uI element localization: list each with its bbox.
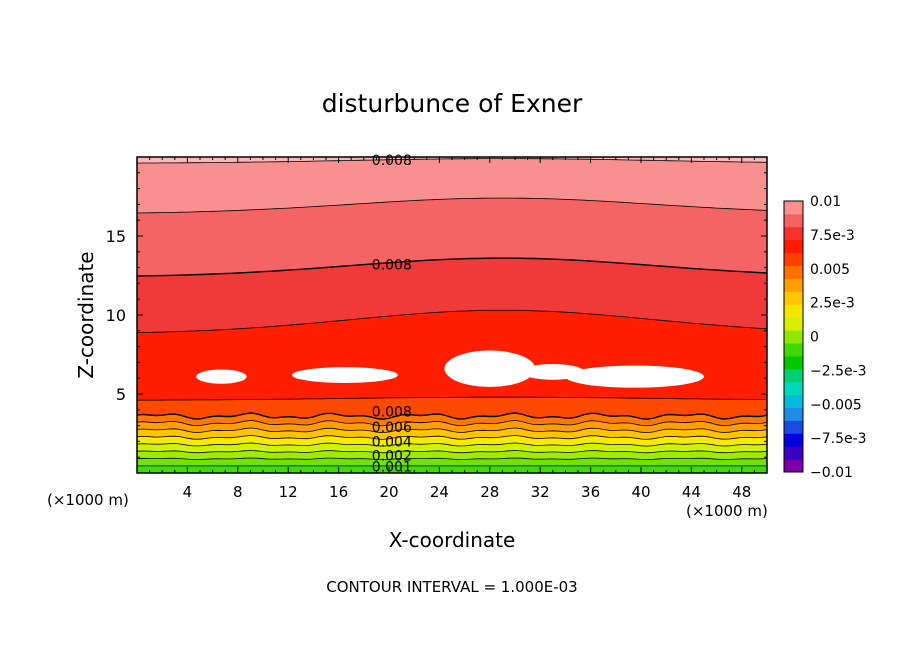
colorbar-swatch [784, 304, 803, 318]
contour-band [137, 157, 767, 164]
contour-line [137, 420, 767, 427]
colorbar-swatch [784, 342, 803, 357]
colorbar-swatch [784, 213, 803, 228]
colorbar-label: −0.005 [810, 397, 862, 413]
colorbar-label: 0 [810, 330, 819, 346]
colorbar-swatch [784, 407, 803, 421]
contour-line [137, 412, 767, 420]
axis-ticks [137, 157, 767, 473]
contour-label: 0.002 [372, 449, 412, 465]
colorbar-swatch [784, 381, 803, 396]
y-tick-label: 10 [106, 306, 126, 325]
x-tick-label: 16 [329, 483, 348, 501]
x-tick-label: 4 [183, 483, 193, 501]
colorbar-swatch [784, 420, 803, 434]
contour-band [137, 450, 767, 460]
y-tick-label: 15 [106, 227, 126, 246]
x-tick-label: 44 [682, 483, 701, 501]
x-tick-label: 12 [279, 483, 298, 501]
colorbar-swatch [784, 368, 803, 383]
colorbar-swatch [784, 201, 803, 215]
x-tick-label: 48 [732, 483, 751, 501]
max-region [565, 365, 704, 388]
x-unit-right: (×1000 m) [686, 502, 768, 520]
colorbar-swatch [784, 317, 803, 331]
contour-band [137, 198, 767, 276]
colorbar [783, 200, 804, 473]
colorbar-swatch [784, 265, 803, 279]
contour-label: 0.008 [372, 257, 412, 273]
max-region [291, 367, 398, 383]
max-region [444, 350, 536, 387]
contour-line [137, 396, 767, 401]
colorbar-swatch [784, 252, 803, 267]
x-tick-label: 40 [631, 483, 650, 501]
colorbar-swatch [784, 226, 803, 241]
contour-label: 0.008 [372, 404, 412, 420]
colorbar-frame [783, 200, 804, 473]
contour-line [137, 257, 767, 277]
contour-line [137, 457, 767, 460]
colorbar-swatch [784, 278, 803, 292]
max-value-regions [196, 350, 704, 388]
x-tick-label: 32 [531, 483, 550, 501]
colorbar-swatch [784, 291, 803, 305]
contour-line [137, 197, 767, 214]
contour-band [137, 428, 767, 440]
y-tick-label: 5 [116, 385, 126, 404]
contour-band [137, 397, 767, 420]
contour-lines [137, 158, 767, 467]
contour-line [137, 442, 767, 447]
y-tick-labels: 5 10 15 [106, 227, 126, 404]
x-tick-label: 24 [430, 483, 449, 501]
colorbar-label: 2.5e-3 [810, 296, 855, 312]
colorbar-label: −0.01 [810, 465, 853, 481]
contour-line [137, 450, 767, 454]
colorbar-swatch [784, 446, 803, 460]
x-axis-label: X-coordinate [389, 528, 516, 552]
contour-line [137, 427, 767, 434]
x-tick-labels: 4 8 12 16 20 24 28 32 36 40 44 48 [183, 483, 752, 501]
x-tick-label: 8 [233, 483, 243, 501]
y-axis-label: Z-coordinate [74, 251, 98, 378]
colorbar-label: 7.5e-3 [810, 228, 855, 244]
colorbar-swatch [784, 459, 803, 473]
contour-label: 0.008 [372, 153, 412, 169]
contour-interval-note: CONTOUR INTERVAL = 1.000E-03 [326, 578, 577, 596]
contour-band [137, 458, 767, 466]
colorbar-swatch [784, 394, 803, 408]
contour-line [137, 435, 767, 440]
contour-band [137, 258, 767, 333]
colorbar-labels: 0.01 7.5e-3 0.005 2.5e-3 0 −2.5e-3 −0.005 −7.5e… [810, 194, 867, 481]
contour-band [137, 158, 767, 213]
colorbar-swatch [784, 330, 803, 344]
contour-label: 0.006 [372, 420, 412, 436]
contour-label: 0.004 [372, 434, 412, 450]
colorbar-label: 0.01 [810, 194, 841, 210]
chart-title: disturbunce of Exner [322, 89, 583, 118]
colorbar-label: 0.005 [810, 262, 850, 278]
colorbar-swatch [784, 239, 803, 254]
colorbar-label: −7.5e-3 [810, 431, 867, 447]
colorbar-label: −2.5e-3 [810, 363, 867, 379]
colorbar-swatch [784, 355, 803, 370]
contour-band [137, 465, 767, 473]
x-tick-label: 36 [581, 483, 600, 501]
x-tick-label: 28 [480, 483, 499, 501]
contour-fills [137, 157, 767, 473]
x-tick-label: 20 [379, 483, 398, 501]
max-region [196, 369, 247, 384]
contour-band [137, 420, 767, 433]
contour-line [137, 309, 767, 334]
colorbar-swatch [784, 433, 803, 447]
x-unit-left: (×1000 m) [47, 491, 129, 509]
